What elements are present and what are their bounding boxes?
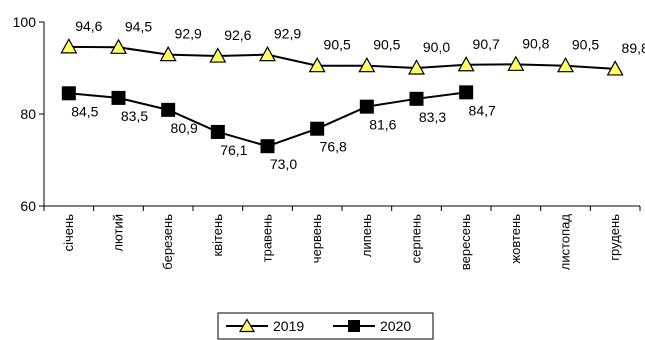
- series-2019-data-label: 92,9: [175, 26, 202, 42]
- series-2019-data-label: 89,8: [622, 40, 645, 56]
- series-2019-data-label: 94,5: [125, 18, 152, 34]
- series-2020-marker: [161, 102, 176, 117]
- series-2019-data-label: 90,8: [522, 35, 549, 51]
- y-axis-ticks: 60 80 100: [13, 14, 44, 214]
- series-2020-marker: [310, 121, 325, 136]
- series-2020-data-label: 76,8: [320, 139, 347, 155]
- legend-2020-marker: [348, 320, 360, 332]
- series-2020-data-label: 83,3: [419, 109, 446, 125]
- legend-2020-label: 2020: [380, 318, 411, 334]
- data-labels: 94,6 94,5 92,9 92,6 92,9 90,5 90,5 90,0 90,7 90,8…: [71, 18, 645, 172]
- series-2019-data-label: 90,5: [324, 37, 351, 53]
- series-markers: [60, 38, 624, 154]
- y-tick-label: 100: [13, 14, 37, 30]
- x-tick-label: жовтень: [508, 214, 523, 264]
- series-2019-marker: [60, 38, 78, 54]
- legend-2019-marker: [238, 318, 256, 333]
- series-2019-data-label: 90,0: [423, 39, 450, 55]
- series-2019-data-label: 94,6: [75, 18, 102, 34]
- series-2020-data-label: 76,1: [220, 142, 247, 158]
- x-tick-label: лютий: [111, 214, 126, 252]
- x-tick-label: червень: [309, 214, 324, 263]
- series-2019-marker: [159, 45, 177, 62]
- series-2019-marker: [507, 55, 525, 71]
- series-2019-marker: [358, 56, 376, 73]
- series-2019-marker: [407, 59, 426, 75]
- x-tick-label: грудень: [607, 214, 622, 261]
- series-2019-marker: [457, 56, 475, 72]
- series-2020-marker: [111, 90, 126, 105]
- legend: 2019 2020: [217, 312, 434, 340]
- y-tick-label: 80: [20, 106, 36, 122]
- legend-2019-label: 2019: [273, 318, 304, 334]
- series-2020-data-label: 84,7: [469, 102, 496, 118]
- series-2019-data-label: 92,6: [224, 27, 251, 43]
- x-tick-label: вересень: [458, 214, 473, 270]
- series-2020-data-label: 84,5: [71, 103, 98, 119]
- series-2019-line: [68, 45, 616, 70]
- x-tick-label: січень: [61, 214, 76, 252]
- series-2020-marker: [459, 85, 474, 100]
- series-2019-marker: [606, 60, 624, 76]
- series-2020-marker: [61, 86, 76, 101]
- series-2019-data-label: 90,7: [473, 36, 500, 52]
- series-2019-marker: [209, 47, 227, 63]
- series-2019-marker: [556, 56, 575, 73]
- series-2019-data-label: 90,5: [373, 37, 400, 53]
- series-2020-data-label: 81,6: [369, 117, 396, 133]
- x-tick-label: серпень: [409, 214, 424, 263]
- series-2019-data-label: 90,5: [572, 37, 599, 53]
- y-tick-label: 60: [20, 198, 36, 214]
- x-tick-label: липень: [359, 214, 374, 257]
- series-2020-data-label: 73,0: [270, 156, 297, 172]
- series-2019-marker: [109, 38, 128, 54]
- x-tick-label: березень: [160, 214, 175, 270]
- series-2019-marker: [258, 45, 277, 62]
- series-2020-marker: [260, 139, 275, 154]
- series-2020-data-label: 83,5: [121, 108, 148, 124]
- series-2020-marker: [409, 91, 424, 106]
- x-tick-label: листопад: [558, 214, 573, 271]
- x-tick-label: травень: [260, 214, 275, 263]
- x-axis-ticks: січень лютий березень квітень травень червень…: [43, 206, 641, 271]
- series-2020-data-label: 80,9: [171, 120, 198, 136]
- series-lines: [68, 45, 616, 148]
- series-2020-marker: [359, 99, 374, 114]
- x-tick-label: квітень: [210, 214, 225, 257]
- series-2019-data-label: 92,9: [274, 26, 301, 42]
- series-2020-marker: [210, 124, 225, 139]
- series-2019-marker: [308, 56, 326, 73]
